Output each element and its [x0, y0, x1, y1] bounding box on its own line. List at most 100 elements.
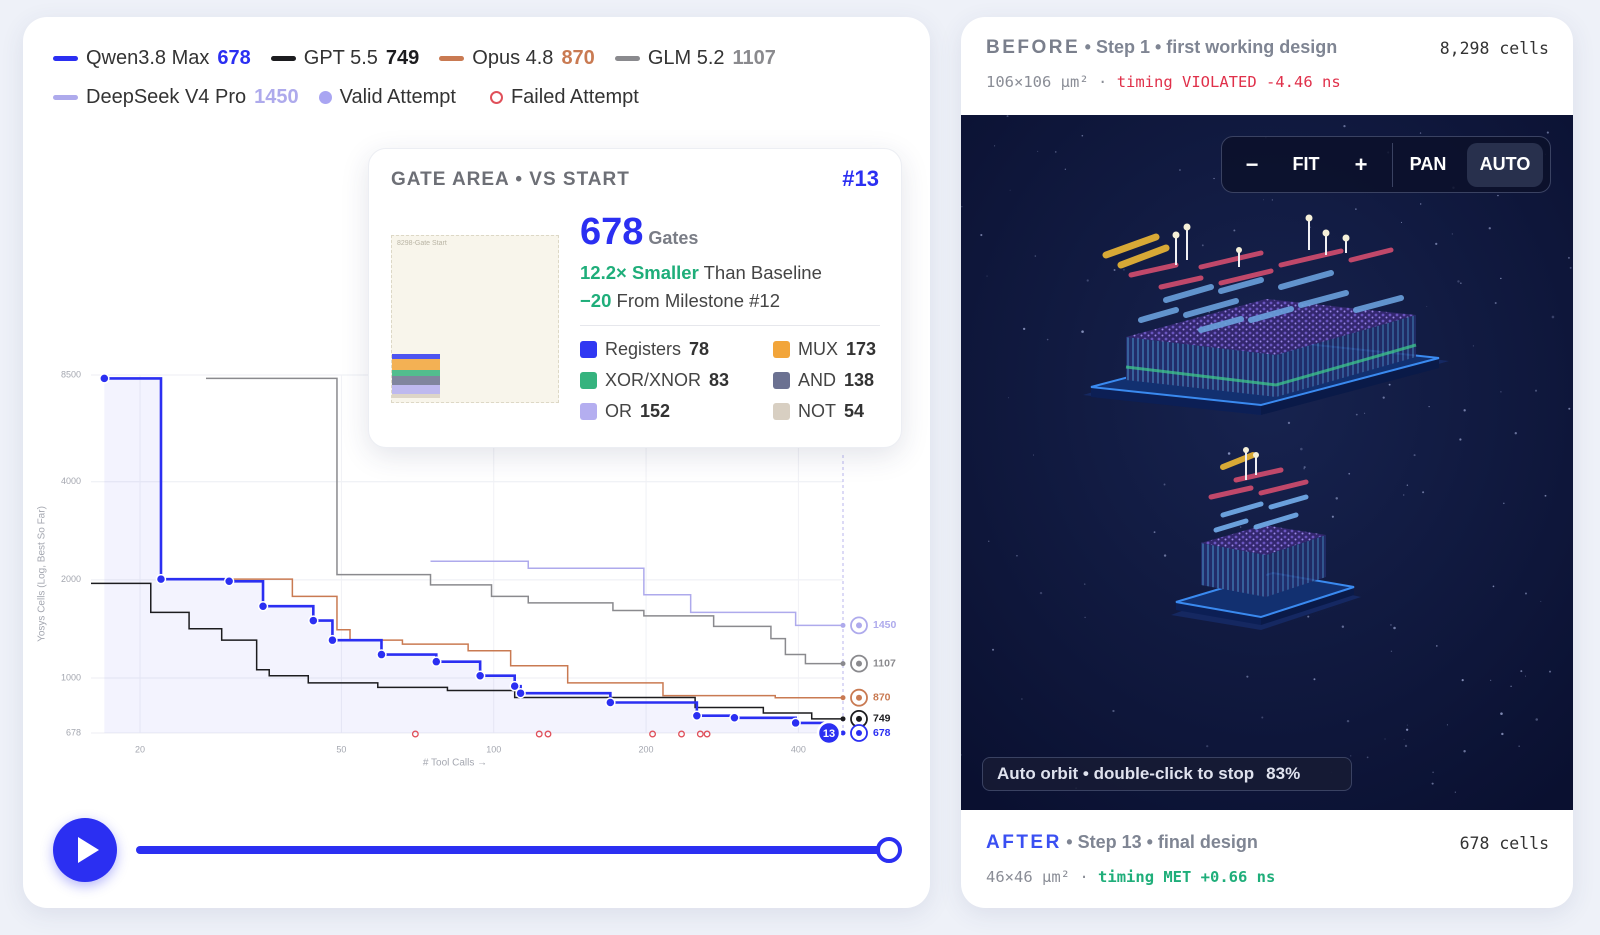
- play-button[interactable]: [53, 818, 117, 882]
- breakdown-value: 83: [709, 370, 730, 390]
- star: [1081, 134, 1084, 137]
- star: [1569, 266, 1572, 269]
- viewer-button[interactable]: −: [1245, 151, 1259, 177]
- breakdown-name: NOT: [798, 401, 836, 421]
- end-dot: [840, 695, 846, 701]
- layout-card: BEFORE • Step 1 • first working design 8…: [961, 17, 1573, 908]
- star: [961, 205, 963, 208]
- star: [1518, 745, 1520, 748]
- star: [1039, 591, 1043, 595]
- star: [1006, 115, 1009, 118]
- star: [1432, 771, 1434, 774]
- star: [986, 275, 988, 277]
- ratio: 12.2× Smaller: [580, 262, 699, 283]
- star: [994, 145, 996, 147]
- legend-item: Valid Attempt: [318, 86, 456, 109]
- star: [1303, 467, 1305, 470]
- slider-knob[interactable]: [876, 837, 902, 863]
- valid-attempt: [509, 680, 520, 692]
- before-detail: • Step 1 • first working design: [1084, 37, 1338, 57]
- star: [1046, 338, 1049, 341]
- star: [1457, 280, 1460, 283]
- star: [1451, 233, 1453, 235]
- valid-attempt: [308, 615, 319, 626]
- model-icon-core: [856, 715, 862, 722]
- breakdown-item: Registers 78: [580, 339, 709, 360]
- star: [1546, 131, 1549, 134]
- end-label: 1107: [873, 657, 896, 669]
- legend-label: Opus 4.8: [472, 47, 554, 69]
- star: [1331, 515, 1334, 518]
- valid-attempt: [155, 573, 167, 585]
- failed-attempt: [535, 730, 543, 738]
- after-area: 46×46 µm²: [986, 868, 1070, 886]
- failed-attempt: [703, 730, 711, 738]
- star: [1461, 679, 1464, 682]
- x-tick-label: 20: [135, 744, 145, 754]
- star: [1300, 447, 1303, 451]
- star: [1422, 491, 1425, 494]
- failed-attempt: [678, 730, 685, 738]
- model-icon-core: [856, 730, 862, 736]
- star: [1500, 391, 1502, 393]
- star: [1403, 494, 1405, 496]
- before-area: 106×106 µm²: [986, 73, 1089, 91]
- viewer-button[interactable]: AUTO: [1467, 142, 1543, 187]
- end-label: 1450: [873, 619, 897, 631]
- star: [1389, 623, 1392, 626]
- legend-label: GLM 5.2: [647, 47, 725, 69]
- status-pill: Auto orbit • double-click to stop 83%: [982, 757, 1352, 791]
- star: [1426, 306, 1428, 307]
- current-step-label: 13: [823, 728, 835, 740]
- model-icon-core: [856, 694, 862, 701]
- star: [1446, 724, 1448, 726]
- viewer-button[interactable]: +: [1354, 151, 1368, 177]
- composition-bar: [392, 375, 440, 385]
- viewer-button[interactable]: FIT: [1292, 154, 1320, 174]
- viewer-button[interactable]: PAN: [1392, 142, 1463, 187]
- star: [1428, 405, 1430, 408]
- star: [1404, 744, 1408, 748]
- star: [1054, 151, 1057, 153]
- valid-attempt: [605, 697, 616, 708]
- before-header: BEFORE • Step 1 • first working design: [986, 37, 1337, 59]
- legend-marker: [318, 91, 332, 104]
- star: [1271, 199, 1273, 201]
- before-info: 106×106 µm² · timing VIOLATED -4.46 ns: [986, 73, 1341, 91]
- valid-attempt: [223, 576, 235, 587]
- status-progress: 83%: [1266, 764, 1301, 783]
- star: [1112, 709, 1115, 713]
- x-tick-label: 400: [791, 744, 806, 754]
- star: [1413, 454, 1416, 457]
- y-tick-label: 678: [66, 727, 81, 737]
- x-tick-label: 50: [336, 744, 346, 754]
- failed-attempt: [411, 730, 419, 738]
- y-axis-title: Yosys Cells (Log, Best So Far): [37, 506, 48, 642]
- series-area: [104, 378, 844, 733]
- star: [980, 233, 983, 237]
- star: [1514, 432, 1517, 435]
- x-tick-label: 200: [639, 744, 654, 754]
- star: [1520, 670, 1523, 673]
- star: [1419, 132, 1422, 134]
- star: [1366, 756, 1369, 759]
- current-step-badge: [816, 720, 842, 746]
- legend-swatch: [53, 56, 78, 61]
- legend-item: DeepSeek V4 Pro 1450: [53, 86, 299, 109]
- end-dot: [840, 716, 846, 722]
- layout-viewer[interactable]: [961, 115, 1573, 810]
- star: [1390, 650, 1393, 652]
- chip-before: [1083, 214, 1449, 415]
- valid-attempt: [515, 687, 526, 699]
- star: [961, 754, 962, 756]
- breakdown-swatch: [773, 372, 790, 389]
- timeline-slider[interactable]: [136, 846, 888, 854]
- failed-attempt: [544, 730, 552, 738]
- breakdown-value: 173: [846, 339, 877, 359]
- viewer-background: [961, 115, 1573, 810]
- end-label: 749: [873, 713, 891, 725]
- star: [1454, 791, 1456, 793]
- star: [1179, 169, 1181, 171]
- separator: ·: [1079, 868, 1089, 886]
